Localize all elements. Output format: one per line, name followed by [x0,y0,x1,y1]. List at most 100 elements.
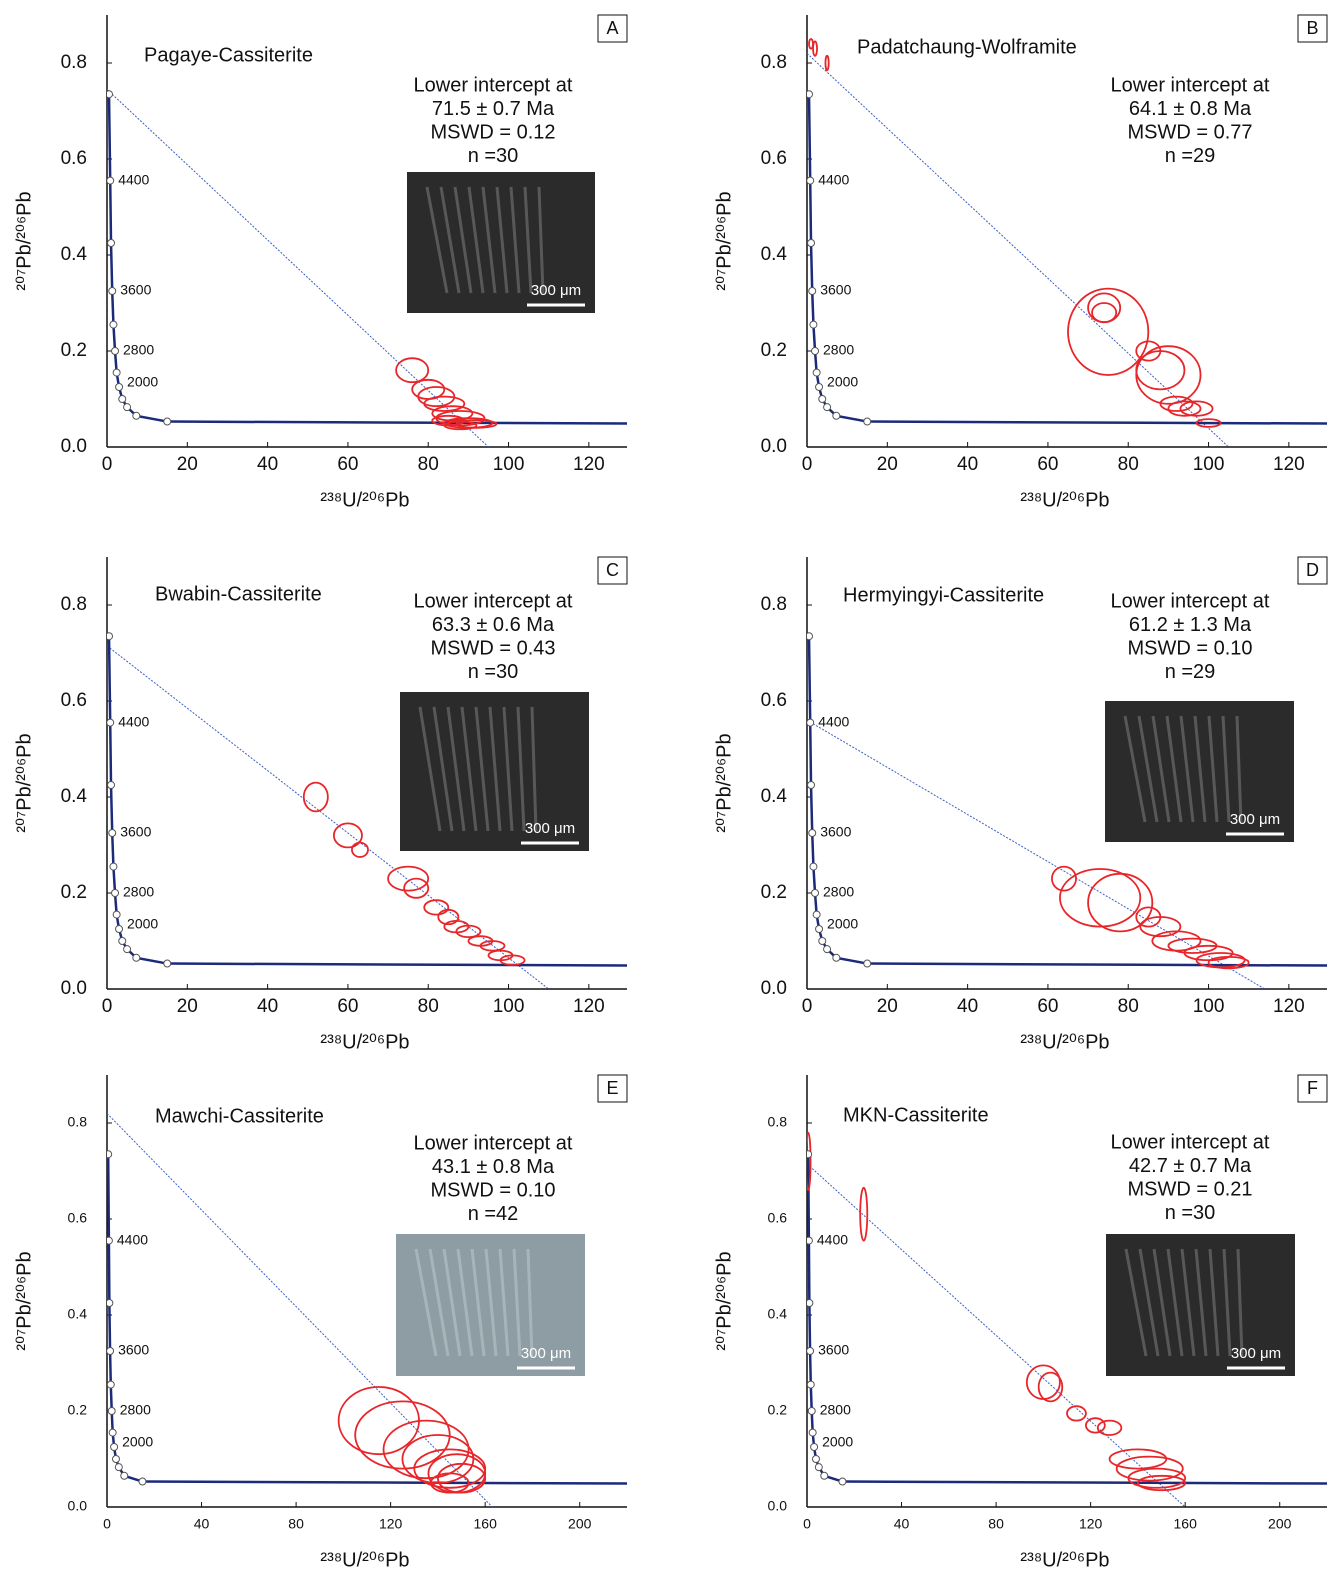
figure: 0204060801001200.00.20.40.60.8²³⁸U/²⁰⁶Pb… [0,0,1332,1577]
annotation: n =29 [1165,661,1216,683]
concordia-marker [115,1464,122,1471]
concordia-marker [121,1472,128,1479]
concordia-marker [113,369,120,376]
x-tick-label: 60 [1037,996,1058,1017]
x-tick-label: 200 [1268,1516,1292,1532]
error-ellipse [1060,869,1140,927]
concordia-marker [110,321,117,328]
concordia-marker [110,863,117,870]
x-tick-label: 80 [288,1516,304,1532]
x-tick-label: 120 [1079,1516,1103,1532]
concordia-marker [839,1478,846,1485]
concordia-age-label: 2000 [127,916,158,932]
annotation: MSWD = 0.43 [430,637,555,659]
x-tick-label: 100 [493,454,525,475]
x-axis-label: ²³⁸U/²⁰⁶Pb [320,1031,409,1053]
x-tick-label: 20 [177,454,198,475]
concordia-marker [864,418,871,425]
error-ellipse [1052,867,1076,891]
concordia-marker [807,1348,814,1355]
x-tick-label: 20 [877,454,898,475]
error-ellipse [860,1188,867,1241]
concordia-extension [867,422,1327,424]
concordia-marker [105,1151,112,1158]
concordia-marker [815,1464,822,1471]
y-tick-label: 0.0 [61,436,87,457]
error-ellipse [388,867,428,891]
concordia-extension [842,1482,1327,1484]
x-axis-label: ²³⁸U/²⁰⁶Pb [320,489,409,511]
y-tick-label: 0.4 [61,244,88,265]
annotation: Lower intercept at [414,1132,573,1154]
x-tick-label: 100 [1193,454,1225,475]
concordia-marker [816,384,823,391]
concordia-age-label: 2800 [820,1402,851,1418]
x-tick-label: 0 [102,454,113,475]
concordia-marker [116,384,123,391]
concordia-marker [112,1456,119,1463]
x-tick-label: 60 [1037,454,1058,475]
concordia-marker [164,418,171,425]
annotation: 64.1 ± 0.8 Ma [1129,98,1252,120]
concordia-marker [810,863,817,870]
annotation: 71.5 ± 0.7 Ma [432,98,555,120]
annotation: MSWD = 0.10 [430,1179,555,1201]
panel: 0204060801001200.00.20.40.60.8²³⁸U/²⁰⁶Pb… [713,557,1327,1053]
annotation: n =30 [468,145,519,167]
concordia-marker [813,369,820,376]
y-axis-label: ²⁰⁷Pb/²⁰⁶Pb [13,191,35,290]
y-tick-label: 0.8 [68,1114,88,1130]
concordia-age-label: 2800 [823,342,854,358]
concordia-marker [821,1472,828,1479]
y-tick-label: 0.2 [761,340,787,361]
x-tick-label: 80 [988,1516,1004,1532]
panel-letter: C [606,560,619,580]
x-tick-label: 40 [957,454,978,475]
panel-letter: D [1306,560,1319,580]
concordia-age-label: 2800 [823,884,854,900]
concordia-marker [833,412,840,419]
x-tick-label: 0 [102,996,113,1017]
concordia-marker [139,1478,146,1485]
x-tick-label: 80 [1118,454,1139,475]
x-tick-label: 20 [877,996,898,1017]
x-tick-label: 160 [474,1516,498,1532]
error-ellipse [396,358,428,382]
x-tick-label: 80 [418,996,439,1017]
annotation: n =42 [468,1203,519,1225]
concordia-marker [809,288,816,295]
concordia-age-label: 2000 [122,1434,153,1450]
x-tick-label: 0 [803,1516,811,1532]
concordia-marker [111,1444,118,1451]
concordia-marker [133,412,140,419]
annotation: MSWD = 0.12 [430,121,555,143]
concordia-marker [809,1429,816,1436]
concordia-marker [819,938,826,945]
y-tick-label: 0.4 [761,244,788,265]
concordia-marker [124,946,131,953]
x-tick-label: 0 [802,996,813,1017]
x-tick-label: 120 [379,1516,403,1532]
y-tick-label: 0.2 [761,882,787,903]
concordia-marker [808,1408,815,1415]
error-ellipse [813,41,817,55]
chart-title: Padatchaung-Wolframite [857,36,1077,58]
concordia-age-label: 2000 [827,916,858,932]
concordia-marker [112,348,119,355]
concordia-marker [808,240,815,247]
scale-label: 300 μm [521,1345,571,1362]
error-ellipse [334,823,362,847]
annotation: Lower intercept at [1111,74,1270,96]
y-tick-label: 0.4 [768,1306,788,1322]
error-ellipse [424,900,448,914]
concordia-age-label: 2000 [127,374,158,390]
x-tick-label: 40 [894,1516,910,1532]
y-tick-label: 0.8 [761,594,787,615]
panel-letter: E [606,1078,618,1098]
concordia-age-label: 3600 [120,824,151,840]
annotation: Lower intercept at [414,74,573,96]
concordia-marker [107,1381,114,1388]
x-tick-label: 120 [573,454,605,475]
concordia-marker [811,1444,818,1451]
